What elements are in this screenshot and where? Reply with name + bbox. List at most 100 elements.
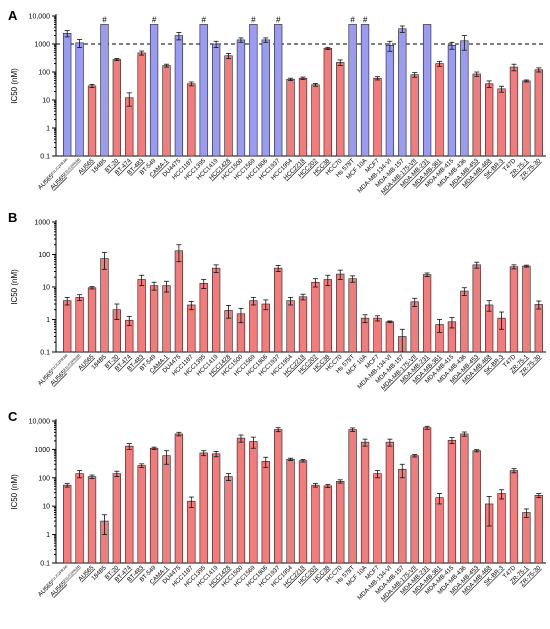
bar-C-32 [460,433,469,564]
bar-A-7 [149,24,159,157]
bar-C-26 [385,441,395,564]
bar-A-22 [336,62,345,157]
bar-A-21 [323,48,332,157]
y-tick-label: 10 [42,98,50,105]
bar-A-29 [422,24,432,157]
bar-B-0 [63,300,72,353]
bar-C-1 [75,473,84,564]
y-axis-label: IC50 (nM) [10,68,19,104]
censored-marker: # [152,15,157,24]
y-tick-label: 100 [38,70,50,77]
bar-C-24 [360,441,370,564]
bar-C-2 [87,476,97,564]
bar-B-38 [534,304,543,353]
bar-A-18 [286,78,295,157]
bar-A-28 [410,74,419,157]
bar-A-19 [298,77,308,157]
bar-B-7 [149,285,159,353]
bar-B-20 [311,281,320,353]
bar-C-31 [447,439,457,564]
bar-B-2 [87,287,97,353]
bar-A-16 [261,39,270,157]
y-axis-label: IC50 (nM) [10,269,19,305]
bar-A-1 [75,42,84,157]
bar-A-20 [311,84,320,157]
bar-A-12 [211,43,221,157]
bar-C-5 [125,445,134,564]
bar-B-15 [249,300,258,353]
bar-B-3 [100,258,109,353]
bar-B-16 [261,303,270,353]
bar-A-14 [236,39,246,157]
y-tick-label: 1000 [34,42,50,49]
censored-marker: # [350,15,355,24]
panel-letter: C [8,409,18,424]
bar-B-36 [509,266,519,353]
bar-A-2 [87,85,97,157]
bar-C-23 [348,429,357,564]
bar-C-7 [149,447,159,564]
bar-C-36 [509,470,519,564]
bar-C-27 [398,468,407,564]
bar-A-32 [460,40,469,157]
bar-A-3 [100,24,109,157]
bar-B-12 [211,267,221,353]
censored-marker: # [276,15,281,24]
bar-C-20 [311,484,320,564]
bar-A-0 [63,33,72,157]
bar-A-30 [435,63,444,157]
bar-C-25 [373,473,382,564]
bar-B-23 [348,278,357,353]
censored-marker: # [201,15,206,24]
bar-A-17 [274,24,283,157]
bar-B-1 [75,297,84,353]
bar-A-27 [398,28,407,157]
bar-C-12 [211,453,221,564]
bar-B-19 [298,296,308,353]
bar-B-29 [422,274,432,353]
bar-C-16 [261,461,270,564]
bar-C-15 [249,441,258,564]
bar-C-33 [472,450,481,564]
bar-B-8 [162,285,171,353]
bar-C-13 [224,476,233,564]
y-tick-label: 0.1 [40,561,50,568]
censored-marker: # [251,15,256,24]
bar-C-4 [112,473,121,564]
bar-B-6 [137,279,146,353]
bar-C-22 [336,481,345,564]
bar-B-25 [373,317,382,353]
y-tick-label: 0.1 [40,154,50,161]
bar-A-23 [348,24,357,157]
bar-B-21 [323,279,332,353]
bar-C-35 [497,493,506,564]
bar-B-28 [410,301,419,353]
bar-A-11 [199,24,208,157]
bar-B-17 [274,267,283,353]
bar-C-9 [174,433,184,564]
bar-A-10 [187,83,196,157]
panel-letter: B [8,210,17,225]
bar-C-28 [410,455,419,564]
bar-A-31 [447,44,457,157]
bar-A-35 [497,88,506,157]
censored-marker: # [102,15,107,24]
bar-B-34 [485,304,494,353]
bar-B-10 [187,304,196,353]
bar-A-6 [137,52,146,157]
y-tick-label: 1 [46,317,50,324]
bar-C-11 [199,452,208,564]
bar-C-37 [522,512,531,564]
bar-A-33 [472,73,481,157]
y-tick-label: 10,000 [29,419,51,426]
bar-A-9 [174,35,184,157]
bar-C-18 [286,458,295,564]
bar-B-11 [199,282,208,353]
panel-letter: A [8,8,18,23]
bar-B-24 [360,317,370,353]
bar-A-15 [249,24,258,157]
y-tick-label: 100 [38,475,50,482]
